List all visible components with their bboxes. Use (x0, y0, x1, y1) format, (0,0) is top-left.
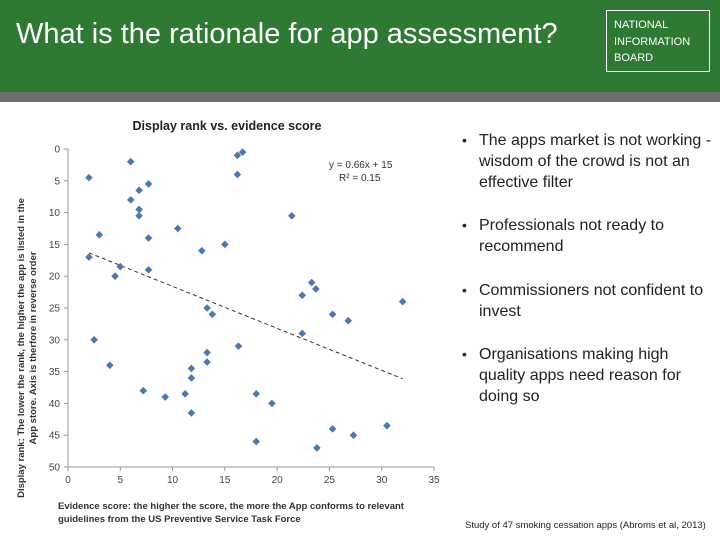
trend-line (88, 252, 403, 380)
data-point (203, 358, 211, 366)
data-point (383, 421, 391, 430)
y-tick-label: 40 (49, 399, 61, 410)
x-tick-label: 25 (324, 475, 336, 486)
data-point (252, 390, 261, 398)
data-point (139, 386, 148, 395)
y-tick-label: 20 (49, 272, 61, 283)
x-tick-label: 35 (428, 475, 440, 486)
nib-logo: NATIONAL INFORMATION BOARD (606, 10, 710, 72)
data-point (144, 180, 153, 188)
data-point (85, 173, 93, 182)
data-point (252, 437, 261, 446)
chart-title: Display rank vs. evidence score (133, 119, 322, 133)
y-tick-label: 5 (54, 176, 60, 187)
x-tick-label: 30 (376, 475, 388, 486)
data-point (234, 342, 243, 350)
data-point (268, 399, 276, 408)
data-point (95, 231, 104, 239)
bullet-item: • Commissioners not confident to invest (460, 280, 716, 322)
y-tick-label: 15 (49, 240, 61, 251)
data-point (135, 211, 143, 220)
data-point (111, 272, 119, 280)
data-point (344, 316, 353, 325)
data-point (135, 186, 143, 195)
data-point (328, 310, 337, 319)
x-tick-label: 5 (118, 475, 124, 486)
data-point (233, 170, 242, 179)
data-point (144, 266, 153, 274)
slide-title: What is the rationale for app assessment… (16, 18, 558, 50)
data-point (349, 431, 358, 439)
y-tick-label: 0 (54, 145, 60, 156)
bullet-text: Organisations making high quality apps n… (479, 346, 681, 405)
x-axis-label-line-1: Evidence score: the higher the score, th… (58, 501, 405, 512)
data-point (126, 157, 135, 166)
y-tick-label: 35 (49, 367, 61, 378)
y-tick-label: 25 (49, 304, 61, 315)
data-point (203, 304, 211, 312)
data-point (298, 329, 307, 338)
data-point (398, 297, 407, 306)
trend-r-squared: R² = 0.15 (339, 173, 381, 184)
data-point (313, 444, 321, 452)
data-point (307, 278, 316, 287)
bullet-dot-icon: • (462, 217, 467, 233)
x-axis-label-line-2: guidelines from the US Preventive Servic… (58, 514, 301, 525)
data-point (161, 393, 170, 401)
y-tick-label: 10 (49, 208, 61, 219)
data-point (106, 361, 114, 370)
data-point (187, 364, 196, 373)
scatter-chart: Display rank vs. evidence score 0 5 10 15 20… (16, 119, 440, 525)
data-point (181, 390, 189, 398)
data-point (90, 336, 98, 344)
y-tick-label: 50 (49, 463, 61, 474)
bullet-item: • Professionals not ready to recommend (460, 215, 716, 257)
y-axis-label-line-1: Display rank: The lower the rank, the hi… (16, 198, 27, 498)
data-point (144, 234, 153, 242)
data-point (328, 425, 337, 433)
x-tick-label: 20 (272, 475, 284, 486)
logo-line: NATIONAL (614, 19, 669, 31)
data-point (85, 253, 93, 261)
y-tick-label: 30 (49, 335, 61, 346)
data-point (198, 246, 206, 255)
data-point (312, 285, 320, 293)
bullet-dot-icon: • (462, 132, 467, 148)
data-point (221, 240, 229, 249)
x-tick-label: 15 (219, 475, 231, 486)
data-point (208, 310, 217, 319)
data-point (116, 262, 125, 271)
slide-header: What is the rationale for app assessment… (0, 0, 720, 92)
data-point (187, 409, 196, 417)
x-tick-label: 10 (167, 475, 179, 486)
y-axis-label-line-2: App store. Axis is therfore in reverse o… (28, 251, 39, 444)
data-point (203, 348, 211, 357)
trend-equation: y = 0.66x + 15 (329, 160, 393, 171)
bullet-item: • Organisations making high quality apps … (460, 344, 716, 407)
y-tick-label: 45 (49, 431, 61, 442)
bullet-dot-icon: • (462, 346, 467, 362)
logo-line: INFORMATION (614, 35, 691, 48)
x-tick-label: 0 (65, 475, 71, 486)
bullet-dot-icon: • (462, 282, 467, 298)
data-point (126, 196, 135, 204)
data-point (287, 211, 296, 220)
data-point (187, 374, 196, 382)
rationale-bullet-list: • The apps market is not working - wisdom… (460, 130, 716, 407)
data-point (174, 224, 182, 233)
bullet-text: The apps market is not working - wisdom … (479, 132, 712, 191)
bullet-item: • The apps market is not working - wisdom… (460, 130, 716, 193)
bullet-text: Commissioners not confident to invest (479, 282, 704, 320)
header-divider (0, 92, 720, 102)
data-point (298, 291, 307, 300)
bullet-text: Professionals not ready to recommend (479, 217, 664, 255)
data-point (233, 151, 242, 160)
logo-line: BOARD (614, 52, 654, 64)
study-citation: Study of 47 smoking cessation apps (Abro… (465, 520, 706, 531)
scatter-chart-panel: Display rank vs. evidence score 0 5 10 15 20… (2, 106, 452, 540)
